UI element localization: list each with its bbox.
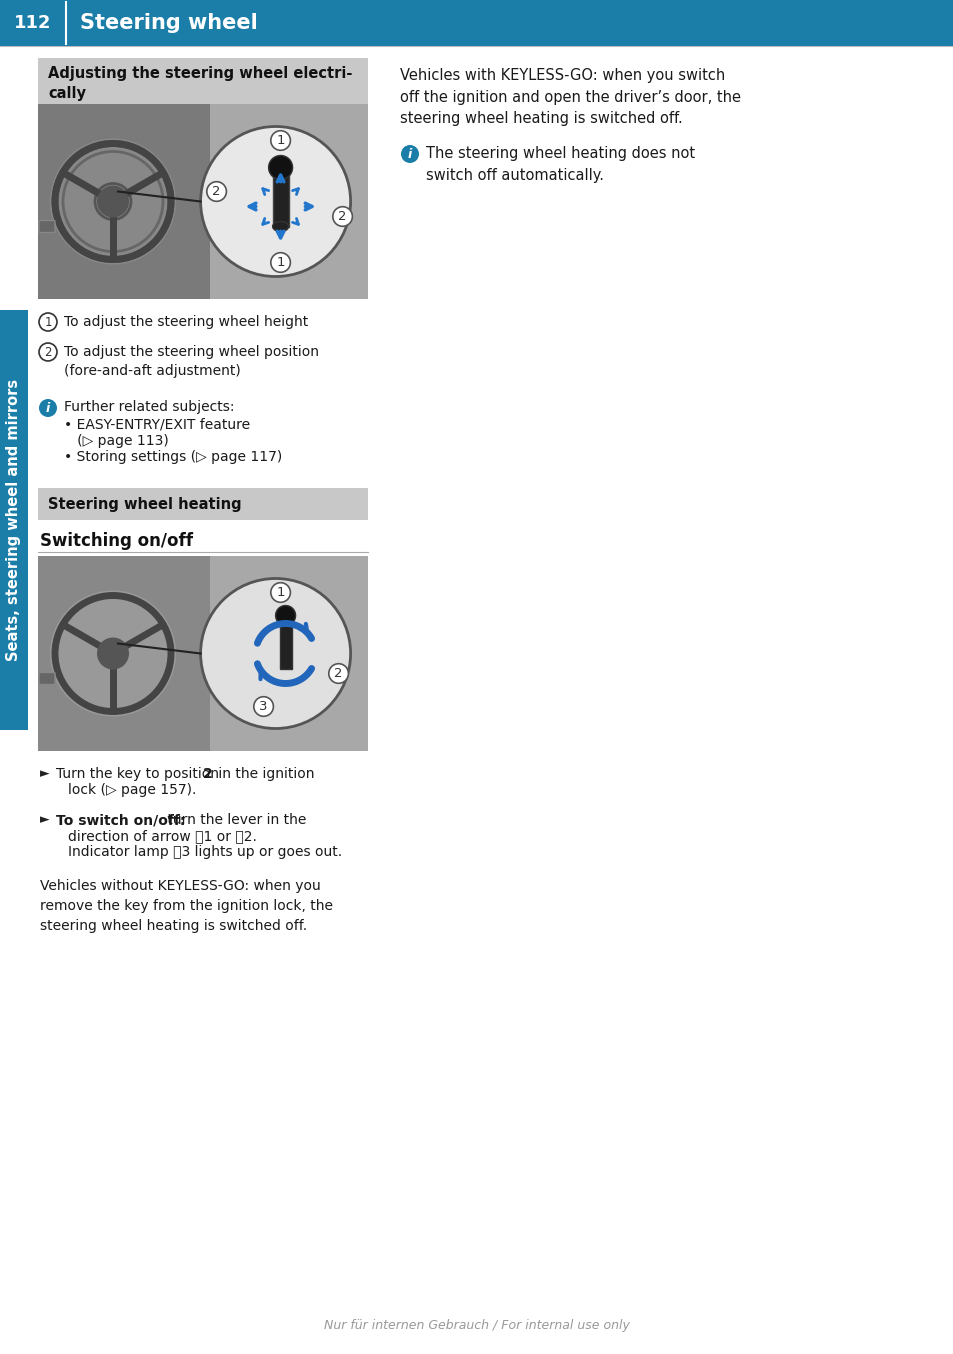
Bar: [38, 58, 368, 104]
Text: 1: 1: [276, 586, 285, 598]
Circle shape: [200, 578, 351, 728]
Bar: [38, 104, 368, 299]
Text: P15-2326-31: P15-2326-31: [310, 286, 364, 295]
Text: 2: 2: [213, 185, 220, 198]
Text: ►: ►: [40, 812, 50, 826]
Text: in the ignition: in the ignition: [213, 766, 314, 781]
Text: cally: cally: [48, 87, 86, 102]
Circle shape: [275, 605, 295, 626]
Circle shape: [39, 399, 57, 417]
Text: i: i: [46, 402, 51, 414]
Text: Steering wheel heating: Steering wheel heating: [48, 497, 241, 512]
Bar: [273, 172, 289, 226]
Bar: [0, 0, 953, 46]
Text: Indicator lamp ␱3 lights up or goes out.: Indicator lamp ␱3 lights up or goes out.: [68, 845, 342, 858]
Text: 1: 1: [276, 256, 285, 269]
Text: Vehicles without KEYLESS-GO: when you
remove the key from the ignition lock, the: Vehicles without KEYLESS-GO: when you re…: [40, 879, 333, 933]
Text: ►: ►: [40, 766, 50, 780]
Text: P15-8763-31: P15-8763-31: [310, 738, 364, 747]
FancyBboxPatch shape: [39, 673, 55, 685]
Circle shape: [400, 145, 418, 162]
Text: Further related subjects:: Further related subjects:: [64, 399, 234, 414]
Circle shape: [200, 126, 351, 276]
Text: Nur für internen Gebrauch / For internal use only: Nur für internen Gebrauch / For internal…: [324, 1319, 629, 1331]
Bar: [38, 104, 210, 299]
Bar: [38, 556, 210, 751]
Text: Turn the key to position: Turn the key to position: [56, 766, 223, 781]
Circle shape: [50, 138, 175, 264]
Text: Vehicles with KEYLESS-GO: when you switch
off the ignition and open the driver’s: Vehicles with KEYLESS-GO: when you switc…: [399, 68, 740, 126]
Text: 3: 3: [259, 700, 268, 714]
Bar: [0, 310, 28, 730]
Text: 2: 2: [203, 766, 213, 781]
Text: 1: 1: [44, 315, 51, 329]
Circle shape: [50, 590, 175, 716]
Text: To adjust the steering wheel position
(fore-and-aft adjustment): To adjust the steering wheel position (f…: [64, 345, 318, 379]
Circle shape: [95, 184, 131, 219]
Text: Steering wheel: Steering wheel: [80, 14, 257, 32]
Text: 112: 112: [14, 14, 51, 32]
Circle shape: [97, 185, 129, 218]
Text: i: i: [408, 148, 412, 161]
Text: (▷ page 113): (▷ page 113): [64, 435, 169, 448]
Bar: [38, 556, 368, 751]
Text: 1: 1: [276, 134, 285, 148]
Text: turn the lever in the: turn the lever in the: [163, 812, 306, 827]
FancyBboxPatch shape: [39, 221, 55, 233]
Text: 2: 2: [44, 345, 51, 359]
Circle shape: [269, 156, 293, 180]
Ellipse shape: [273, 167, 289, 176]
Text: Switching on/off: Switching on/off: [40, 532, 193, 550]
Text: • EASY-ENTRY/EXIT feature: • EASY-ENTRY/EXIT feature: [64, 418, 250, 432]
Text: Adjusting the steering wheel electri-: Adjusting the steering wheel electri-: [48, 66, 352, 81]
Ellipse shape: [273, 222, 289, 232]
Bar: [279, 619, 292, 669]
Text: 2: 2: [338, 210, 347, 223]
Text: To switch on/off:: To switch on/off:: [56, 812, 185, 827]
Bar: [38, 487, 368, 520]
Text: Seats, steering wheel and mirrors: Seats, steering wheel and mirrors: [7, 379, 22, 661]
Text: The steering wheel heating does not
switch off automatically.: The steering wheel heating does not swit…: [426, 146, 695, 183]
Text: direction of arrow ␱1 or ␱2.: direction of arrow ␱1 or ␱2.: [68, 829, 256, 844]
Circle shape: [97, 638, 129, 669]
Text: 2: 2: [334, 668, 342, 680]
Text: lock (▷ page 157).: lock (▷ page 157).: [68, 783, 196, 798]
Text: To adjust the steering wheel height: To adjust the steering wheel height: [64, 315, 308, 329]
Text: • Storing settings (▷ page 117): • Storing settings (▷ page 117): [64, 450, 282, 464]
